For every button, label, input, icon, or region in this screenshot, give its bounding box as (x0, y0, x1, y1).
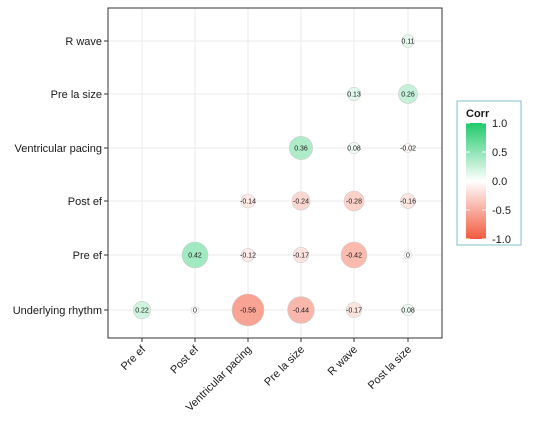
corr-circle-pre-ef-pre-la-size (293, 247, 309, 263)
corr-circle-pre-ef-post-ef (181, 241, 209, 269)
x-tick-label-post-ef: Post ef (168, 343, 201, 376)
corr-circle-underlying-rhythm-ventricular-pacing (231, 293, 265, 327)
corr-circle-r-wave-post-la-size (401, 34, 415, 48)
legend-colorbar (466, 123, 486, 239)
x-tick-label-pre-ef: Pre ef (119, 343, 149, 373)
grid-lines (108, 8, 442, 338)
x-tick-label-r-wave: R wave (326, 344, 360, 378)
corr-circle-underlying-rhythm-pre-ef (132, 300, 152, 320)
panel-border (107, 7, 443, 339)
corr-value-pre-ef-ventricular-pacing: -0.12 (240, 253, 256, 260)
y-tick-label-pre-ef: Pre ef (73, 250, 103, 262)
y-tick-label-ventricular-pacing: Ventricular pacing (15, 143, 102, 155)
corr-value-pre-ef-r-wave: -0.42 (346, 253, 362, 260)
corr-value-underlying-rhythm-pre-la-size: -0.44 (293, 308, 309, 315)
corr-circle-post-ef-pre-la-size (291, 191, 311, 211)
corr-circle-post-ef-ventricular-pacing (240, 193, 256, 209)
legend-title: Corr (466, 108, 490, 120)
corr-circle-post-ef-r-wave (343, 190, 365, 212)
correlation-cells: 0.11 0.13 0.26 0.36 0.08 -0.02 -0.14 -0.24 -0.28… (132, 34, 418, 327)
y-tick-label-underlying-rhythm: Underlying rhythm (13, 305, 102, 317)
legend-tick-label: 1.0 (492, 118, 507, 130)
corr-value-post-ef-pre-la-size: -0.24 (293, 199, 309, 206)
corr-value-pre-ef-post-ef: 0.42 (188, 253, 202, 260)
x-tick-label-post-la-size: Post la size (366, 344, 414, 392)
corr-value-r-wave-post-la-size: 0.11 (401, 39, 414, 46)
corr-value-pre-ef-post-la-size: 0 (406, 253, 410, 260)
corr-circle-underlying-rhythm-r-wave (346, 302, 362, 318)
legend-tick-label: -0.5 (492, 205, 511, 217)
corr-circle-pre-la-size-post-la-size (398, 84, 418, 104)
corr-value-ventricular-pacing-post-la-size: -0.02 (400, 146, 416, 153)
corr-value-ventricular-pacing-pre-la-size: 0.36 (294, 146, 308, 153)
corr-circle-pre-ef-post-la-size (403, 250, 413, 260)
corr-circle-pre-la-size-r-wave (346, 86, 362, 102)
corr-value-underlying-rhythm-r-wave: -0.17 (346, 308, 362, 315)
y-tick-label-pre-la-size: Pre la size (51, 89, 102, 101)
corr-value-post-ef-r-wave: -0.28 (346, 199, 362, 206)
corr-value-underlying-rhythm-ventricular-pacing: -0.56 (240, 308, 256, 315)
corr-circle-ventricular-pacing-r-wave (347, 141, 361, 155)
legend-tick-label: 0.5 (492, 147, 507, 159)
corr-value-underlying-rhythm-pre-ef: 0.22 (135, 308, 149, 315)
corr-circle-pre-ef-r-wave (340, 241, 368, 269)
legend-tick-label: -1.0 (492, 234, 511, 246)
corr-value-underlying-rhythm-post-ef: 0 (193, 308, 197, 315)
corr-value-post-ef-post-la-size: -0.16 (400, 199, 416, 206)
corr-circle-post-ef-post-la-size (400, 193, 416, 209)
corr-value-pre-la-size-post-la-size: 0.26 (401, 92, 415, 99)
corr-circle-underlying-rhythm-post-ef (190, 305, 200, 315)
corr-circle-pre-ef-ventricular-pacing (241, 248, 255, 262)
y-tick-label-r-wave: R wave (65, 36, 102, 48)
corr-circle-ventricular-pacing-post-la-size (403, 143, 413, 153)
corr-circle-ventricular-pacing-pre-la-size (288, 135, 314, 161)
corr-value-pre-la-size-r-wave: 0.13 (347, 92, 361, 99)
plot-panel (108, 8, 442, 338)
corr-value-underlying-rhythm-post-la-size: 0.08 (401, 308, 415, 315)
y-tick-label-post-ef: Post ef (68, 196, 103, 208)
corr-value-pre-ef-pre-la-size: -0.17 (293, 253, 309, 260)
corr-value-post-ef-ventricular-pacing: -0.14 (240, 199, 256, 206)
legend-tick-label: 0.0 (492, 176, 507, 188)
x-tick-label-pre-la-size: Pre la size (262, 344, 307, 389)
corr-circle-underlying-rhythm-pre-la-size (287, 296, 315, 324)
corr-circle-underlying-rhythm-post-la-size (401, 303, 415, 317)
corr-value-ventricular-pacing-r-wave: 0.08 (347, 146, 361, 153)
y-axis: R wave Pre la size Ventricular pacing Post … (13, 36, 108, 317)
